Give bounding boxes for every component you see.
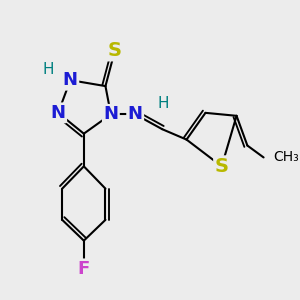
Text: N: N <box>51 104 66 122</box>
Text: N: N <box>128 105 143 123</box>
Text: CH₃: CH₃ <box>273 150 299 164</box>
Text: S: S <box>215 157 229 176</box>
Text: S: S <box>108 41 122 60</box>
Text: N: N <box>103 105 118 123</box>
Text: H: H <box>158 96 169 111</box>
Text: N: N <box>63 71 78 89</box>
Text: F: F <box>78 260 90 278</box>
Text: H: H <box>43 62 54 77</box>
